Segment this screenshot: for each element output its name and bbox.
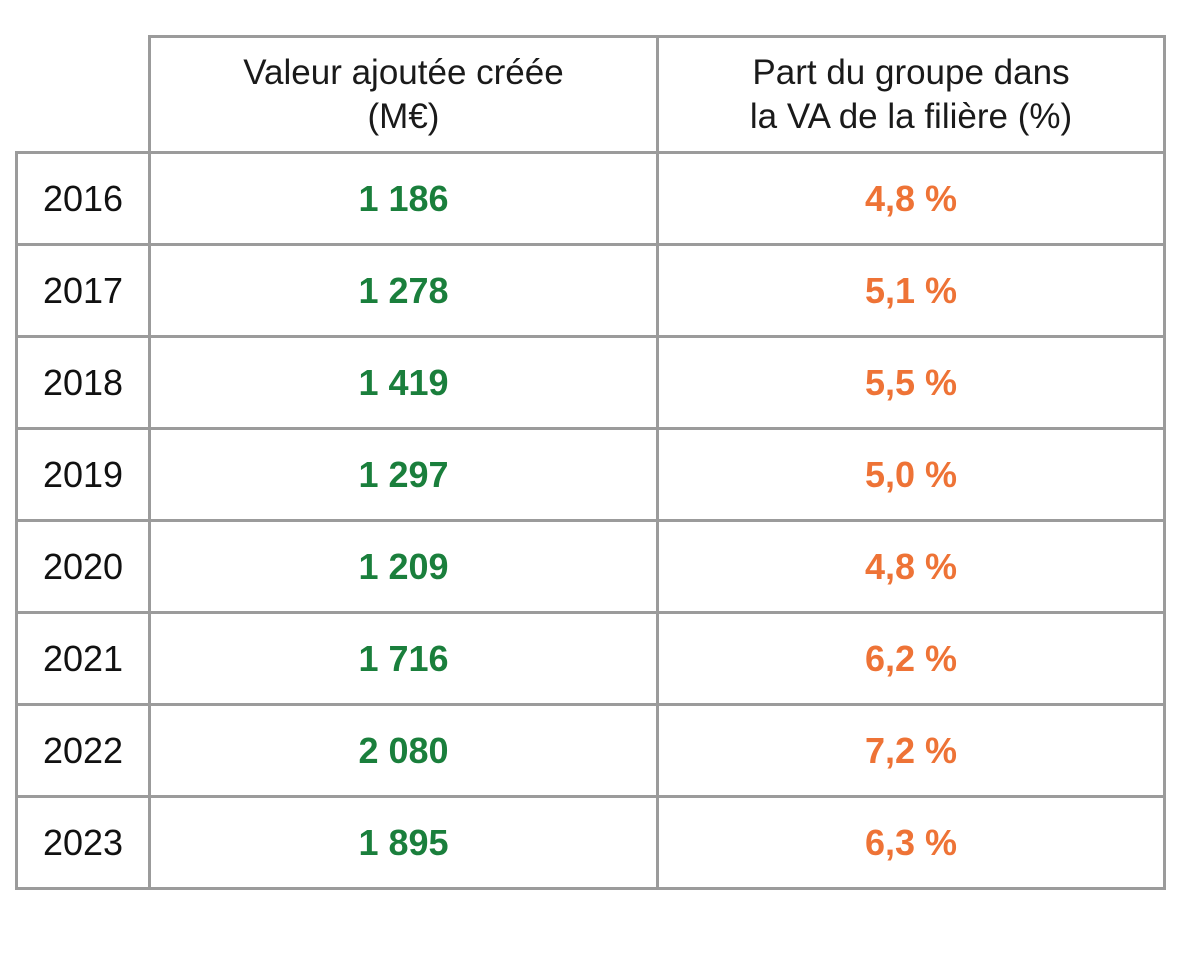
table-cell-share: 4,8 %	[656, 151, 1166, 246]
va-value: 1 297	[358, 453, 449, 495]
va-value: 1 716	[358, 637, 449, 679]
year-label: 2020	[42, 545, 124, 587]
table-cell-year: 2023	[15, 795, 151, 890]
table-cell-year: 2018	[15, 335, 151, 430]
year-label: 2016	[42, 177, 124, 219]
header-share: Part du groupe dans la VA de la filière …	[656, 35, 1166, 154]
header-va-line2: (M€)	[367, 96, 440, 136]
table-cell-share: 5,1 %	[656, 243, 1166, 338]
table-cell-va: 1 297	[148, 427, 659, 522]
table-cell-year: 2016	[15, 151, 151, 246]
year-label: 2022	[42, 729, 124, 771]
table-cell-share: 6,2 %	[656, 611, 1166, 706]
share-value: 5,5 %	[864, 361, 958, 403]
table-cell-va: 1 186	[148, 151, 659, 246]
year-label: 2017	[42, 269, 124, 311]
header-va-line1: Valeur ajoutée créée	[243, 52, 564, 92]
table-cell-year: 2022	[15, 703, 151, 798]
header-va: Valeur ajoutée créée (M€)	[148, 35, 659, 154]
year-label: 2019	[42, 453, 124, 495]
header-share-line1: Part du groupe dans	[752, 52, 1070, 92]
va-value: 1 209	[358, 545, 449, 587]
share-value: 4,8 %	[864, 177, 958, 219]
year-label: 2021	[42, 637, 124, 679]
share-value: 4,8 %	[864, 545, 958, 587]
va-value: 1 419	[358, 361, 449, 403]
table-cell-va: 2 080	[148, 703, 659, 798]
table-cell-year: 2019	[15, 427, 151, 522]
share-value: 6,3 %	[864, 821, 958, 863]
table-cell-share: 7,2 %	[656, 703, 1166, 798]
share-value: 5,1 %	[864, 269, 958, 311]
share-value: 6,2 %	[864, 637, 958, 679]
table-cell-va: 1 895	[148, 795, 659, 890]
va-value: 1 278	[358, 269, 449, 311]
table-cell-va: 1 278	[148, 243, 659, 338]
table-cell-year: 2021	[15, 611, 151, 706]
table-cell-va: 1 209	[148, 519, 659, 614]
table-cell-share: 6,3 %	[656, 795, 1166, 890]
table-cell-share: 4,8 %	[656, 519, 1166, 614]
table-cell-va: 1 716	[148, 611, 659, 706]
table-cell-share: 5,5 %	[656, 335, 1166, 430]
table-cell-year: 2020	[15, 519, 151, 614]
share-value: 5,0 %	[864, 453, 958, 495]
year-label: 2023	[42, 821, 124, 863]
year-label: 2018	[42, 361, 124, 403]
table-cell-year: 2017	[15, 243, 151, 338]
va-value: 1 895	[358, 821, 449, 863]
header-share-line2: la VA de la filière (%)	[749, 96, 1073, 136]
table-cell-share: 5,0 %	[656, 427, 1166, 522]
va-value: 2 080	[358, 729, 449, 771]
table-cell-va: 1 419	[148, 335, 659, 430]
va-value: 1 186	[358, 177, 449, 219]
share-value: 7,2 %	[864, 729, 958, 771]
